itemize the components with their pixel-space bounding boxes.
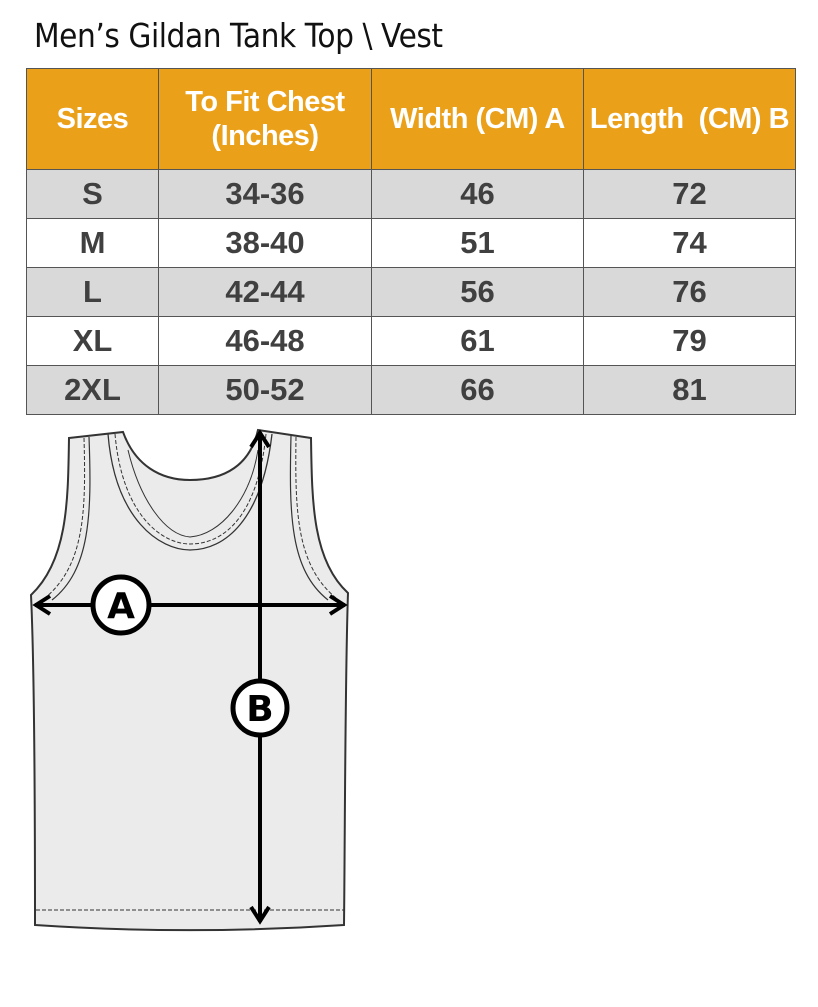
cell-size: S: [26, 169, 159, 219]
armhole-right-trim: [289, 435, 329, 601]
table-row: L 42-44 56 76: [26, 267, 796, 317]
neck-stitch: [127, 449, 259, 538]
header-length: Length (CM) B: [583, 68, 796, 170]
label-a-circle: [90, 574, 152, 636]
armhole-right-stitch: [295, 436, 337, 599]
neck-trim: [107, 433, 273, 551]
label-b: B: [246, 689, 273, 730]
table-row: S 34-36 46 72: [26, 169, 796, 219]
cell-chest: 46-48: [158, 316, 372, 366]
label-a: A: [107, 586, 135, 627]
header-sizes: Sizes: [26, 68, 159, 170]
cell-width: 66: [371, 365, 584, 415]
cell-size: M: [26, 218, 159, 268]
tank-top-diagram: A B: [29, 428, 350, 932]
cell-length: 74: [583, 218, 796, 268]
size-chart-table: Sizes To Fit Chest (Inches) Width (CM) A…: [26, 68, 796, 415]
cell-chest: 50-52: [158, 365, 372, 415]
cell-chest: 34-36: [158, 169, 372, 219]
label-b-circle: [230, 678, 290, 738]
header-chest-label: To Fit Chest (Inches): [185, 86, 345, 152]
width-arrow-a: A: [32, 574, 348, 636]
cell-chest: 38-40: [158, 218, 372, 268]
table-row: XL 46-48 61 79: [26, 316, 796, 366]
cell-size: L: [26, 267, 159, 317]
cell-length: 76: [583, 267, 796, 317]
cell-length: 81: [583, 365, 796, 415]
page-title: Men’s Gildan Tank Top \ Vest: [34, 16, 443, 55]
cell-width: 56: [371, 267, 584, 317]
cell-length: 72: [583, 169, 796, 219]
armhole-left-stitch: [44, 437, 86, 599]
header-width: Width (CM) A: [371, 68, 584, 170]
neck-stitch-dashed: [114, 433, 267, 545]
cell-length: 79: [583, 316, 796, 366]
cell-chest: 42-44: [158, 267, 372, 317]
header-length-label: Length (CM) B: [589, 103, 790, 135]
cell-width: 51: [371, 218, 584, 268]
length-arrow-b: B: [230, 429, 290, 925]
cell-width: 46: [371, 169, 584, 219]
cell-size: 2XL: [26, 365, 159, 415]
table-row: M 38-40 51 74: [26, 218, 796, 268]
armhole-left-trim: [51, 436, 91, 601]
table-header-row: Sizes To Fit Chest (Inches) Width (CM) A…: [26, 68, 796, 170]
tank-top-body: [29, 428, 350, 932]
table-row: 2XL 50-52 66 81: [26, 365, 796, 415]
cell-size: XL: [26, 316, 159, 366]
cell-width: 61: [371, 316, 584, 366]
header-chest: To Fit Chest (Inches): [158, 68, 372, 170]
